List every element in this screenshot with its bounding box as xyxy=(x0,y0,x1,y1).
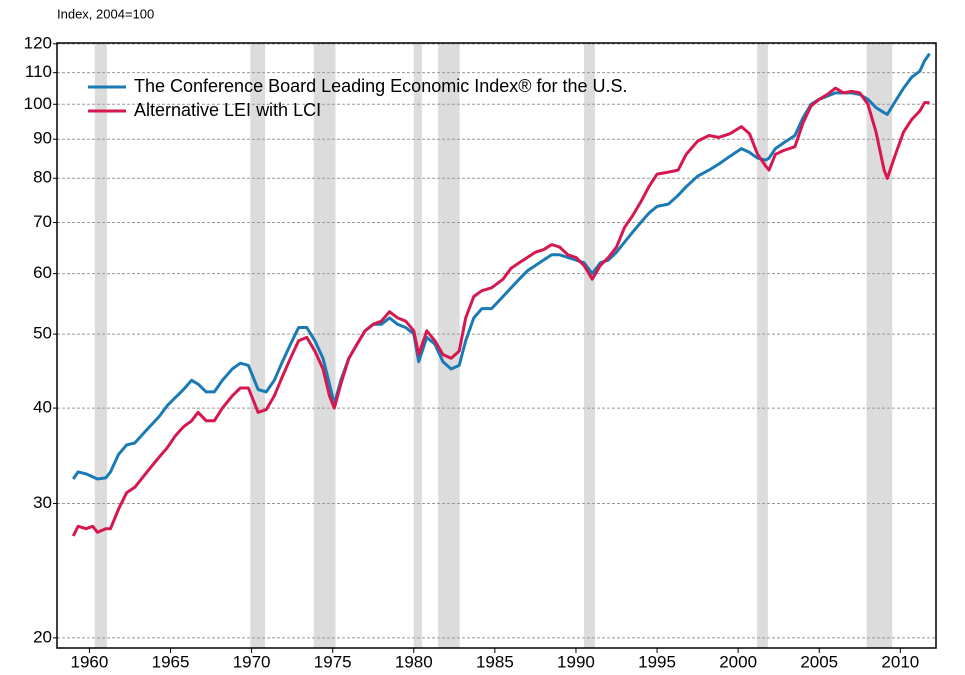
y-tick-label: 50 xyxy=(33,324,52,343)
plot-frame xyxy=(56,42,937,649)
y-tick-label: 90 xyxy=(33,129,52,148)
y-tick-label: 110 xyxy=(25,62,52,81)
y-tick-label: 30 xyxy=(33,493,52,512)
y-tick-label: 60 xyxy=(33,263,52,282)
legend-label: Alternative LEI with LCI xyxy=(134,100,321,120)
x-tick-label: 1970 xyxy=(233,652,271,671)
chart-subtitle: Index, 2004=100 xyxy=(57,6,154,21)
y-tick-label: 20 xyxy=(33,627,52,646)
series-line xyxy=(71,86,930,537)
x-tick-label: 1985 xyxy=(476,652,514,671)
y-tick-label: 100 xyxy=(24,94,52,113)
recession-shade xyxy=(584,43,595,648)
y-tick-label: 70 xyxy=(33,212,52,231)
recession-shade xyxy=(94,43,107,648)
x-tick-label: 1975 xyxy=(314,652,352,671)
x-tick-label: 1960 xyxy=(71,652,109,671)
plot-background xyxy=(57,43,936,648)
x-tick-label: 1965 xyxy=(152,652,190,671)
x-tick-label: 1995 xyxy=(638,652,676,671)
recession-shade xyxy=(438,43,460,648)
legend-label: The Conference Board Leading Economic In… xyxy=(134,76,628,96)
x-tick-label: 2010 xyxy=(881,652,919,671)
recession-shade xyxy=(866,43,893,648)
recession-shade xyxy=(313,43,336,648)
y-tick-label: 40 xyxy=(33,398,52,417)
x-tick-label: 2000 xyxy=(719,652,757,671)
y-tick-label: 80 xyxy=(33,168,52,187)
x-tick-label: 1980 xyxy=(395,652,433,671)
x-tick-label: 2005 xyxy=(800,652,838,671)
x-tick-label: 1990 xyxy=(557,652,595,671)
recession-shade xyxy=(757,43,768,648)
series-line xyxy=(71,52,931,481)
recession-shade xyxy=(250,43,266,648)
y-tick-label: 120 xyxy=(24,33,52,52)
